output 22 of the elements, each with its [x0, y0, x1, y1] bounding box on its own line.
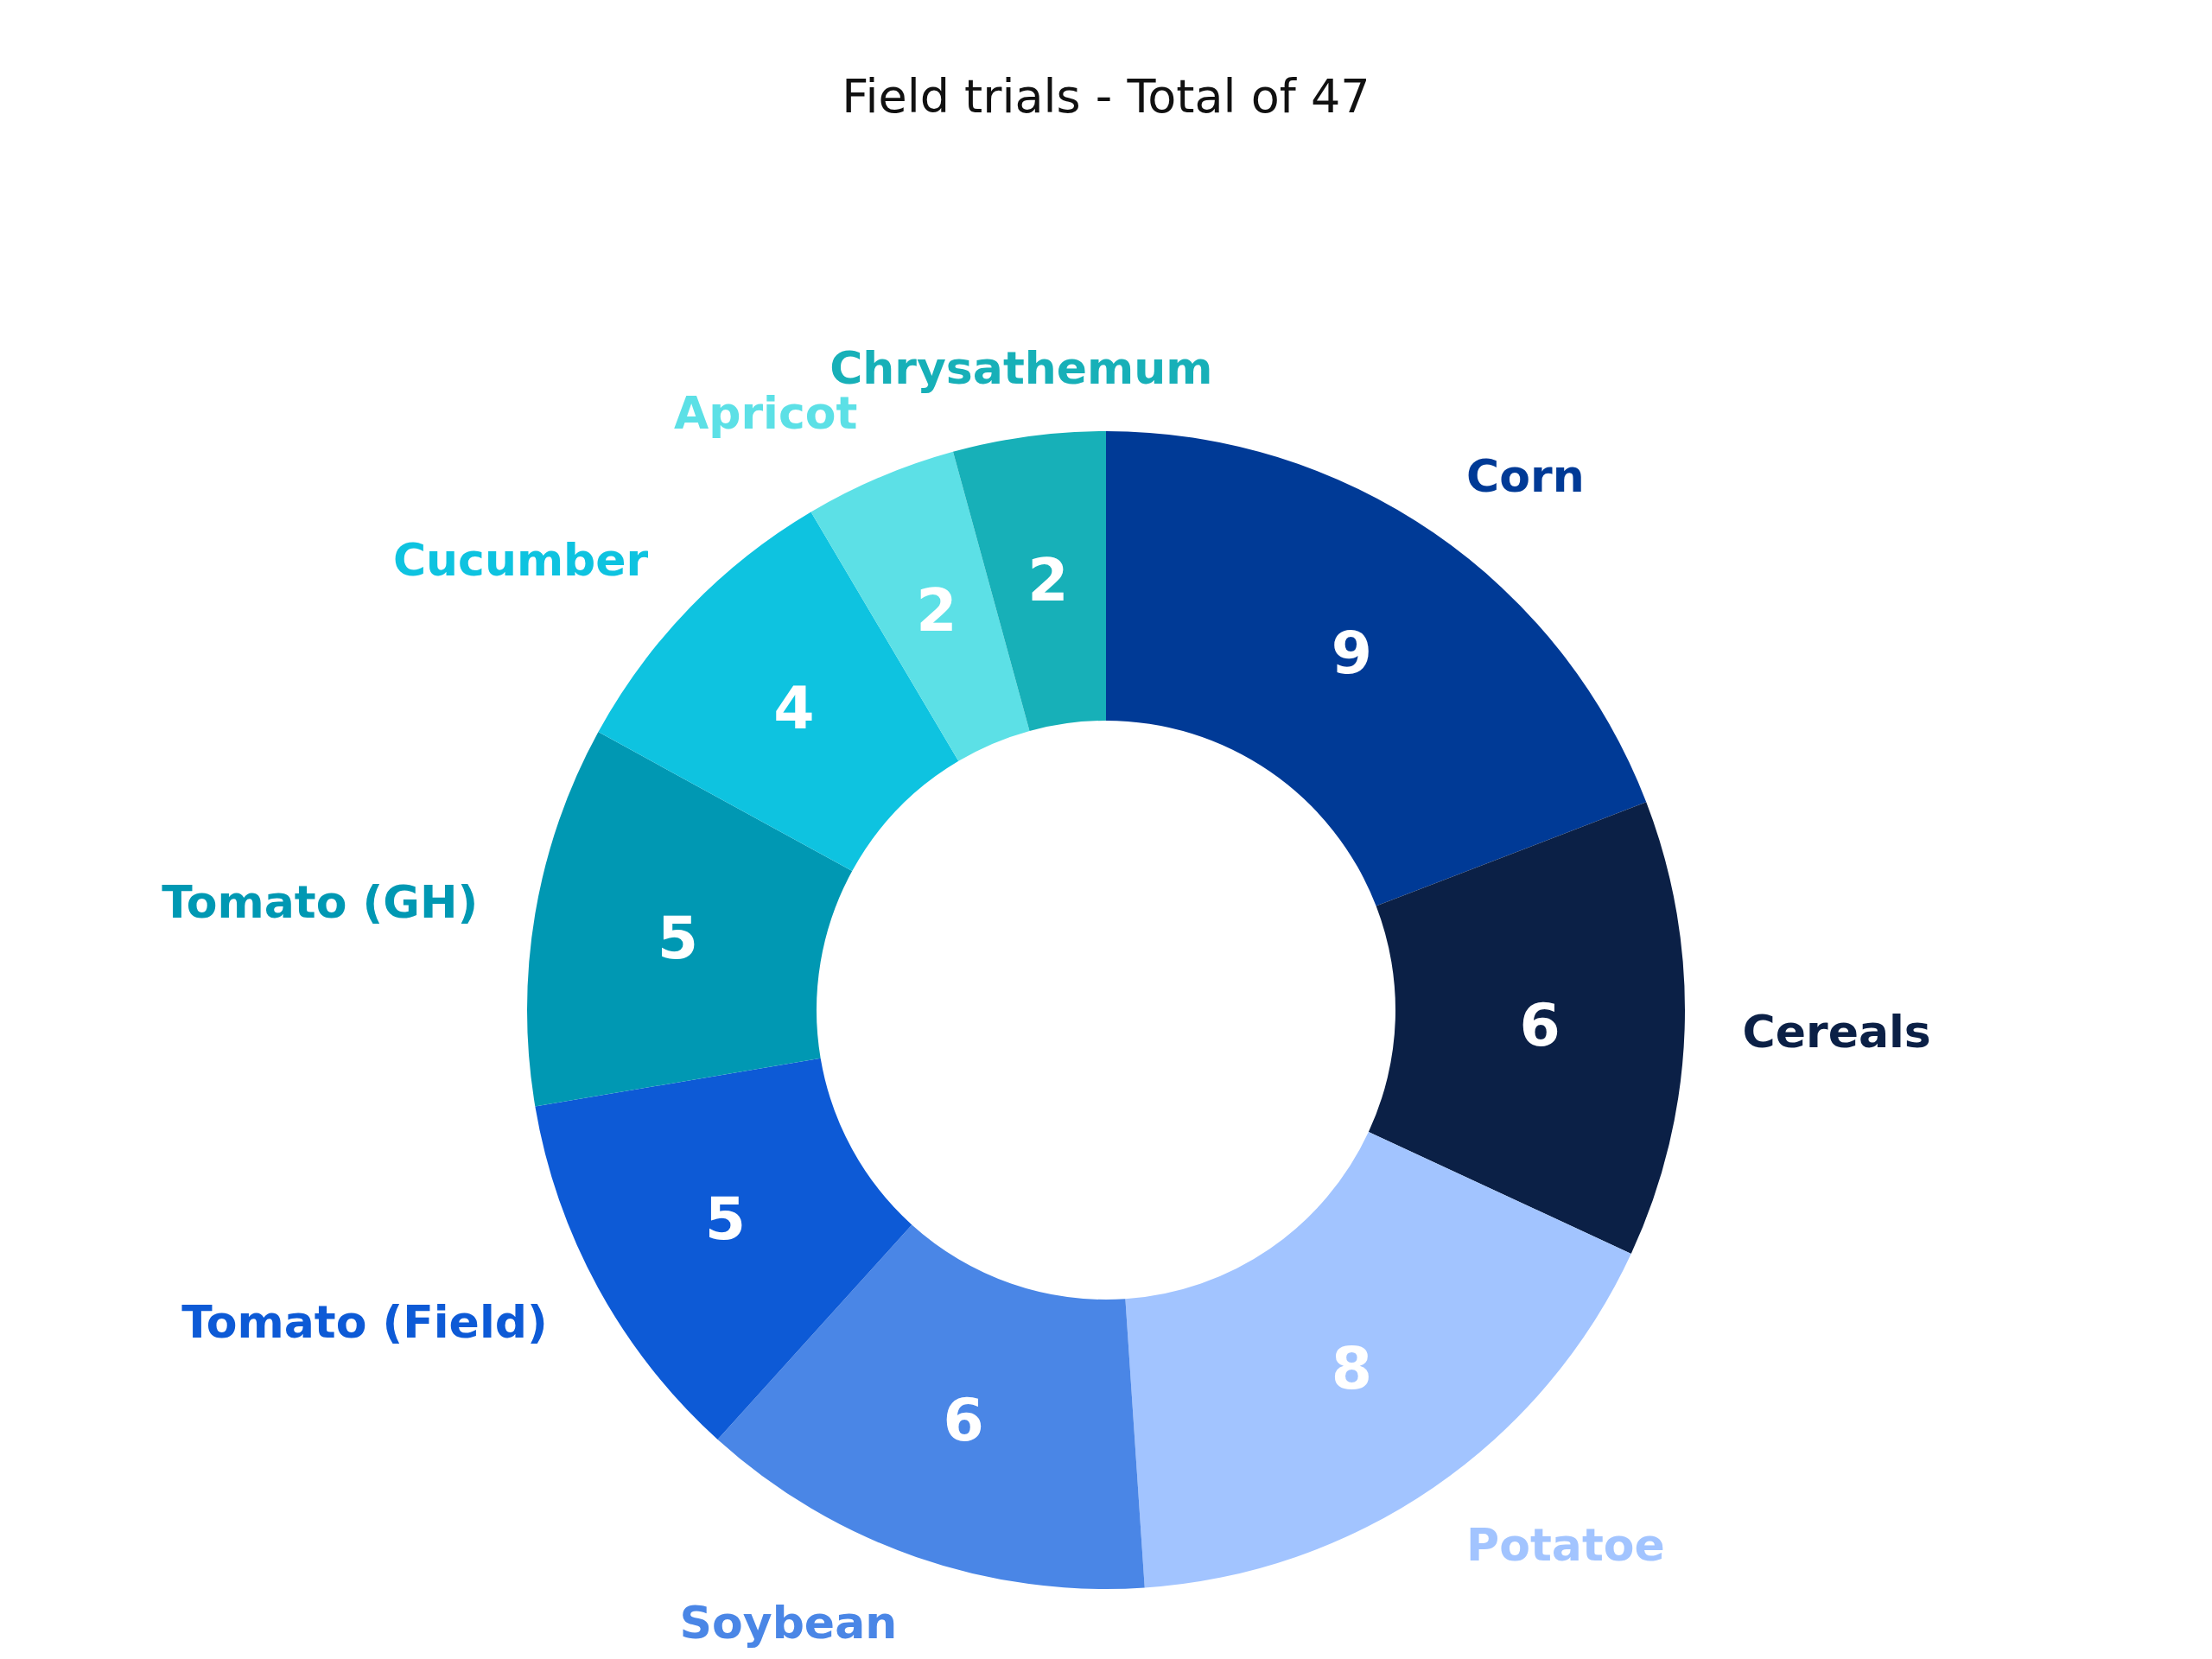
- slice-label: Corn: [1466, 449, 1585, 502]
- slice-label: Soybean: [679, 1597, 898, 1649]
- data-label: 5: [657, 904, 699, 973]
- data-label: 9: [1331, 618, 1373, 687]
- data-label: 6: [1519, 990, 1560, 1059]
- slice-label: Cereals: [1742, 1006, 1931, 1058]
- data-label: 8: [1331, 1334, 1373, 1403]
- chart-title: Field trials - Total of 47: [842, 69, 1370, 124]
- slice-label: Cucumber: [392, 533, 649, 586]
- data-label: 5: [704, 1185, 746, 1254]
- slice-label: Tomato (GH): [162, 876, 479, 929]
- slice-label: Potatoe: [1466, 1518, 1665, 1571]
- data-label: 2: [916, 576, 957, 645]
- data-label: 2: [1027, 545, 1069, 614]
- data-label: 6: [943, 1386, 984, 1455]
- donut-slice: [528, 732, 853, 1107]
- donut-slice: [952, 431, 1106, 731]
- data-label: 4: [773, 674, 815, 743]
- donut-slice: [810, 451, 1030, 761]
- slice-label: Tomato (Field): [181, 1295, 548, 1348]
- donut-slice: [1106, 431, 1647, 906]
- donut-slice: [1368, 802, 1685, 1255]
